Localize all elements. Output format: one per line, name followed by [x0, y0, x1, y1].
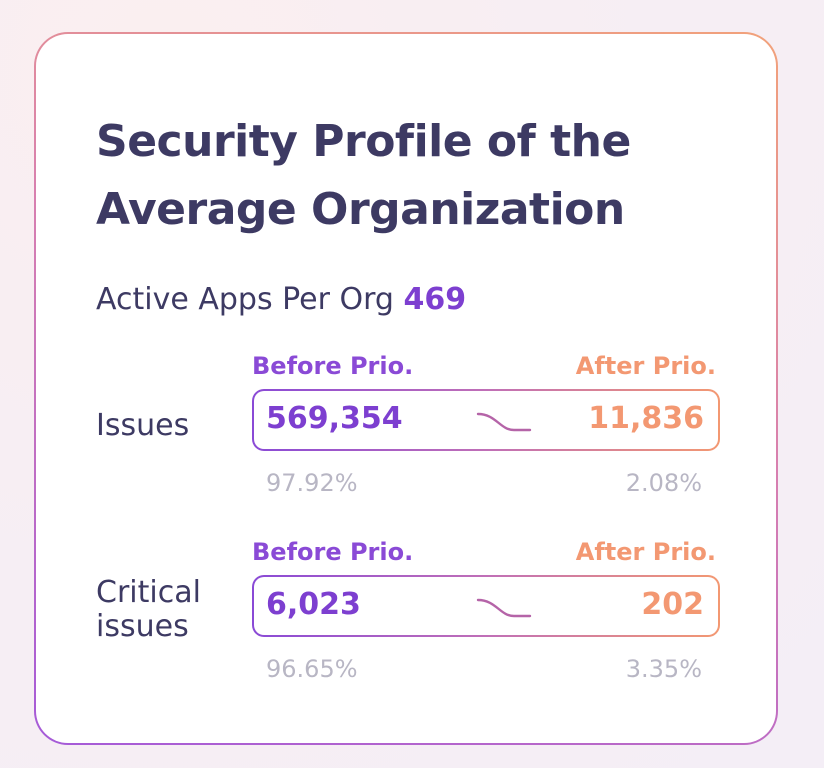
- title-line-2: Average Organization: [96, 184, 625, 235]
- before-prio-label: Before Prio.: [252, 538, 414, 566]
- row-label-line-1: Critical: [96, 575, 201, 610]
- critical-issues-comparison-box: 6,023 202: [252, 575, 720, 637]
- curve-arrow-icon: [476, 412, 532, 432]
- after-prio-label: After Prio.: [575, 538, 716, 566]
- critical-before-pct: 96.65%: [266, 655, 358, 683]
- critical-after-value: 202: [641, 587, 704, 622]
- issues-after-value: 11,836: [588, 401, 704, 436]
- issues-comparison-box: 569,354 11,836: [252, 389, 720, 451]
- row-label-line-2: issues: [96, 609, 189, 644]
- title-line-1: Security Profile of the: [96, 116, 631, 167]
- active-apps-value: 469: [403, 282, 467, 317]
- active-apps-label: Active Apps Per Org: [96, 282, 394, 317]
- card-title: Security Profile of the Average Organiza…: [96, 108, 696, 244]
- security-profile-card: Security Profile of the Average Organiza…: [36, 34, 776, 743]
- curve-arrow-icon: [476, 598, 532, 618]
- issues-before-pct: 97.92%: [266, 469, 358, 497]
- row-label-critical-issues: Critical issues: [96, 576, 201, 644]
- after-prio-label: After Prio.: [575, 352, 716, 380]
- card-gradient-border: Security Profile of the Average Organiza…: [34, 32, 778, 745]
- active-apps-line: Active Apps Per Org 469: [96, 282, 466, 317]
- before-prio-label: Before Prio.: [252, 352, 414, 380]
- row-label-issues: Issues: [96, 409, 189, 443]
- critical-after-pct: 3.35%: [625, 655, 702, 683]
- issues-after-pct: 2.08%: [625, 469, 702, 497]
- issues-before-value: 569,354: [266, 401, 403, 436]
- row-label-line-1: Issues: [96, 408, 190, 443]
- critical-before-value: 6,023: [266, 587, 361, 622]
